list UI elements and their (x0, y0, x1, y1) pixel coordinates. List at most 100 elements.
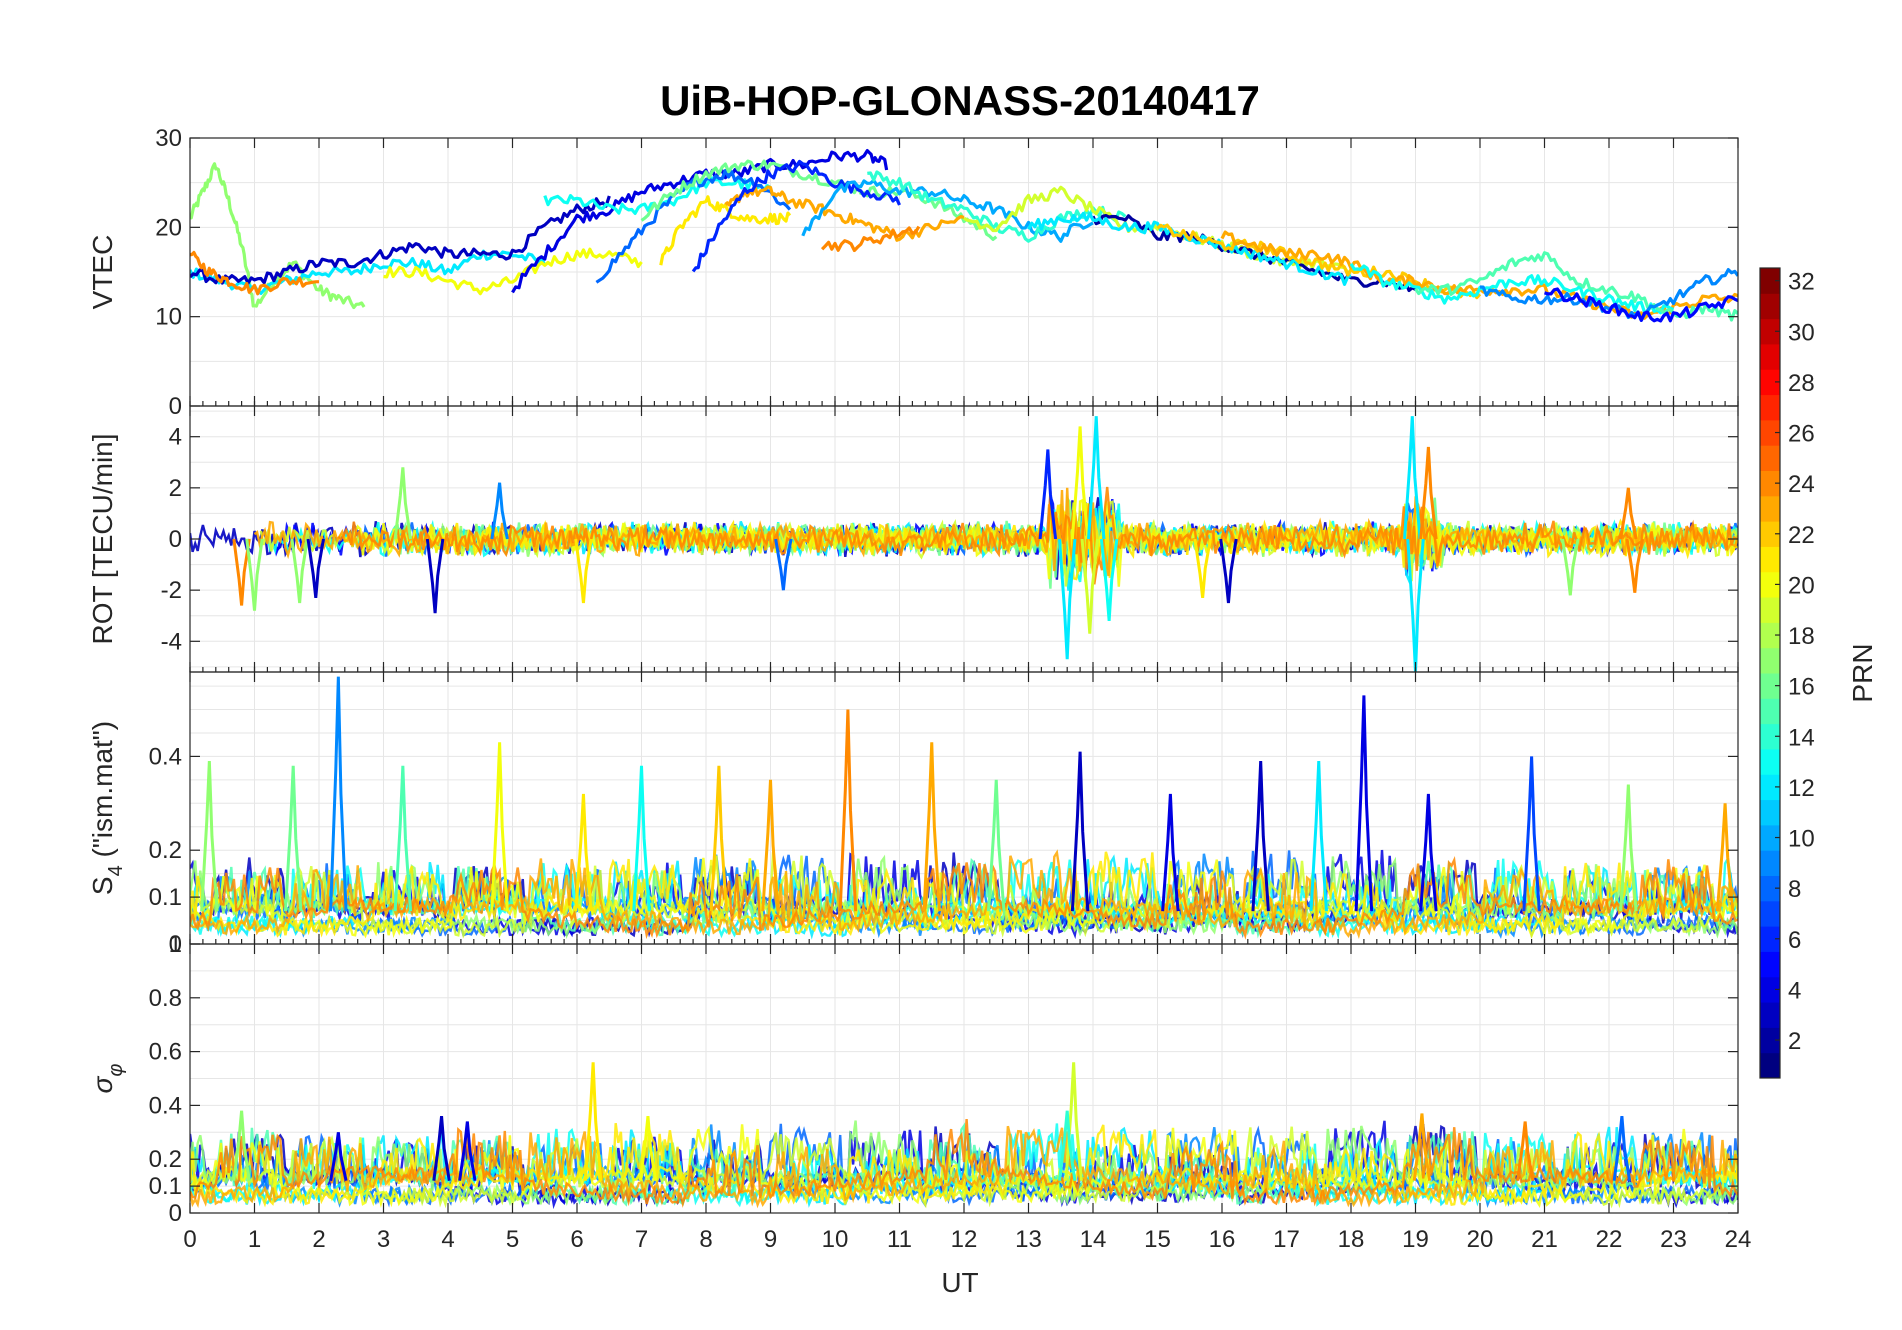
colorbar-cell-13 (1760, 748, 1780, 775)
vtec-series-22 (1479, 268, 1738, 322)
xtick-16: 16 (1209, 1226, 1236, 1253)
sigma-spike-4 (583, 1062, 603, 1181)
xtick-11: 11 (887, 1226, 912, 1253)
vtec-series-11 (691, 159, 901, 273)
s4-spike-15 (1309, 761, 1328, 912)
rot-ylabel: ROT [TECU/min] (87, 433, 118, 644)
s4-spike-11 (987, 779, 1006, 912)
colorbar-cell-17 (1760, 647, 1780, 674)
xtick-5: 5 (506, 1226, 519, 1253)
sigma-ylabel: σφ (87, 1064, 127, 1094)
rot-spike-9 (1038, 449, 1058, 540)
s4-series-23 (190, 849, 1738, 939)
sigma-spike-9 (1515, 1121, 1535, 1181)
panel-s4: 0 0.1 0.2 0.4 S4 ("ism.mat") (87, 671, 1739, 958)
x-axis-label: UT (941, 1267, 978, 1298)
vtec-series-13 (820, 225, 921, 253)
colorbar-cell-12 (1760, 774, 1780, 801)
vtec-series-4 (383, 247, 643, 296)
colorbar-tick-2: 6 (1788, 927, 1801, 954)
vtec-ylabel: VTEC (87, 235, 118, 310)
s4-spike-5 (574, 793, 593, 912)
colorbar-cell-5 (1760, 951, 1780, 978)
rot-ytick-1: -2 (161, 577, 182, 604)
s4-ytick-2: 0.2 (149, 837, 182, 864)
xtick-14: 14 (1080, 1226, 1107, 1253)
xtick-22: 22 (1596, 1226, 1623, 1253)
rot-spike-6 (490, 482, 509, 540)
colorbar-cell-23 (1760, 495, 1780, 522)
xtick-13: 13 (1015, 1226, 1042, 1253)
rot-spike-7 (574, 538, 593, 604)
colorbar-cell-1 (1760, 1052, 1780, 1079)
vtec-series-5 (511, 149, 889, 294)
colorbar-cell-25 (1760, 445, 1780, 471)
colorbar-tick-13: 28 (1788, 370, 1815, 397)
colorbar-cell-26 (1760, 419, 1780, 446)
vtec-series-23 (1544, 287, 1738, 323)
s4-series-20 (190, 855, 1738, 939)
vtec-ytick-1: 10 (155, 304, 182, 331)
vtec-series-8 (640, 159, 998, 241)
rot-series-24 (337, 486, 1738, 585)
xtick-4: 4 (441, 1226, 454, 1253)
s4-spike-6 (632, 765, 651, 912)
colorbar-cell-7 (1760, 900, 1780, 927)
colorbar-cell-15 (1760, 698, 1780, 725)
rot-spike-5 (425, 538, 445, 614)
colorbar-cell-31 (1760, 293, 1780, 320)
vtec-ytick-3: 30 (155, 125, 182, 152)
xtick-20: 20 (1467, 1226, 1494, 1253)
s4-ytick-1: 0.1 (149, 884, 182, 911)
xtick-8: 8 (699, 1226, 712, 1253)
colorbar-cell-19 (1760, 597, 1780, 623)
s4-spike-7 (709, 765, 729, 912)
sigma-spike-3 (458, 1121, 477, 1181)
s4-ytick-3: 0.4 (149, 743, 182, 770)
colorbar-cell-2 (1760, 1027, 1780, 1054)
s4-spike-0 (200, 761, 219, 912)
rot-ytick-2: 0 (169, 526, 182, 553)
colorbar-tick-0: 2 (1788, 1028, 1801, 1055)
xtick-6: 6 (570, 1226, 583, 1253)
rot-spike-17 (1403, 416, 1422, 540)
xtick-15: 15 (1144, 1226, 1171, 1253)
sigma-ytick-5: 0.8 (149, 985, 182, 1012)
s4-series-24 (190, 856, 1738, 940)
colorbar-tick-3: 8 (1788, 876, 1801, 903)
xtick-3: 3 (377, 1226, 390, 1253)
sigma-data (190, 1062, 1738, 1210)
s4-spike-14 (1251, 761, 1270, 912)
sigma-spike-0 (232, 1110, 251, 1181)
rot-spike-4 (393, 467, 413, 540)
vtec-series-7 (595, 168, 792, 284)
colorbar-cell-30 (1760, 318, 1780, 345)
xtick-1: 1 (248, 1226, 261, 1253)
sigma-series-20 (190, 1124, 1738, 1209)
colorbar-tick-14: 30 (1788, 319, 1815, 346)
xtick-19: 19 (1402, 1226, 1429, 1253)
vtec-ytick-0: 0 (169, 393, 182, 420)
colorbar-cell-22 (1760, 521, 1780, 547)
s4-spike-3 (393, 765, 413, 912)
rot-spike-16 (1219, 538, 1238, 604)
rot-ytick-3: 2 (169, 475, 182, 502)
xtick-17: 17 (1273, 1226, 1300, 1253)
rot-ytick-4: 4 (169, 424, 182, 451)
colorbar-cell-6 (1760, 926, 1780, 952)
s4-spike-10 (922, 742, 941, 912)
rot-spike-2 (290, 538, 309, 604)
colorbar-cell-32 (1760, 268, 1780, 294)
xtick-23: 23 (1660, 1226, 1687, 1253)
colorbar-cell-16 (1760, 673, 1780, 699)
rot-data (190, 416, 1738, 672)
rot-spike-22 (1561, 538, 1580, 596)
rot-spike-14 (1099, 538, 1119, 621)
sigma-spike-8 (1412, 1113, 1432, 1181)
sigma-ytick-1: 0.1 (149, 1173, 182, 1200)
colorbar-cell-4 (1760, 976, 1780, 1003)
colorbar-cell-14 (1760, 723, 1780, 750)
colorbar-cell-21 (1760, 546, 1780, 573)
